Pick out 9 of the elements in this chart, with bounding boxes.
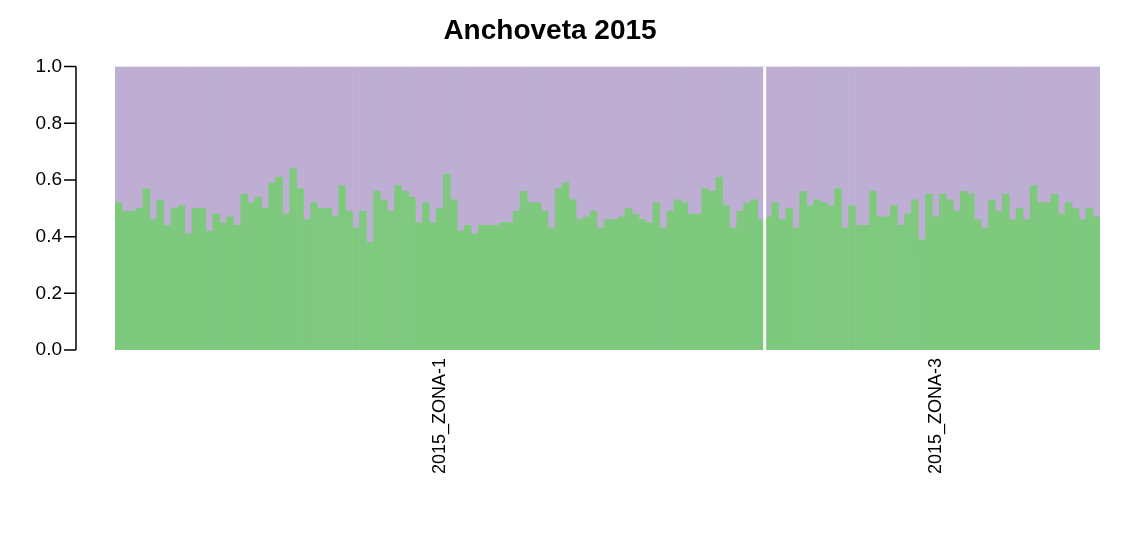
x-tick-label: 2015_ZONA-1 — [428, 358, 450, 475]
y-tick-label: 0.4 — [35, 224, 63, 246]
x-tick-label: 2015_ZONA-3 — [924, 358, 946, 475]
chart-title: Anchoveta 2015 — [443, 13, 657, 45]
y-tick-label: 1.0 — [35, 54, 62, 76]
y-tick-label: 0.6 — [35, 168, 62, 190]
y-tick-label: 0.0 — [35, 338, 62, 360]
y-tick-label: 0.8 — [35, 111, 62, 133]
y-tick-label: 0.2 — [35, 281, 62, 303]
